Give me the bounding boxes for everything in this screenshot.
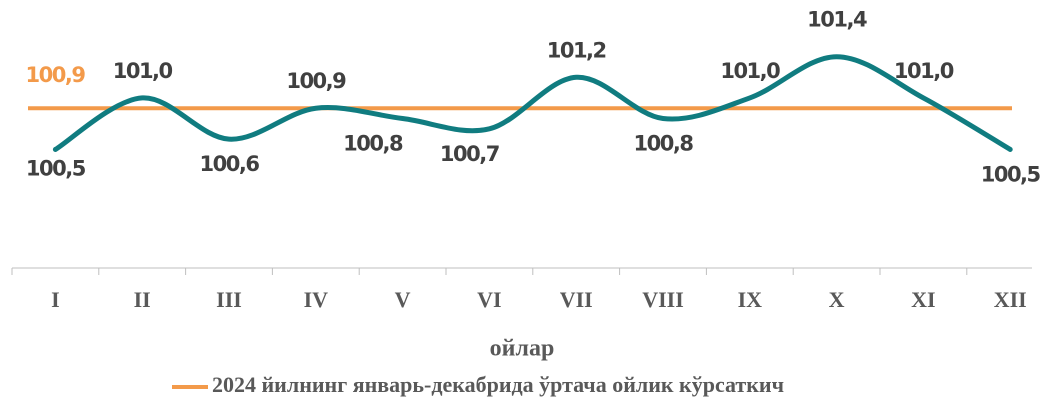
data-label: 100,8: [343, 132, 403, 156]
data-label: 100,5: [981, 162, 1041, 186]
x-tick-label: II: [134, 287, 151, 312]
x-tick-label: III: [216, 287, 242, 312]
data-label: 100,9: [286, 69, 346, 93]
data-label: 101,2: [547, 38, 606, 62]
x-axis-title: ойлар: [490, 336, 555, 362]
x-tick-label: VII: [560, 287, 593, 312]
data-label: 101,0: [113, 59, 173, 83]
x-tick-label: VI: [477, 287, 501, 312]
x-tick-label: IX: [738, 287, 763, 312]
data-label: 101,0: [894, 59, 954, 83]
x-tick-label: I: [51, 287, 60, 312]
legend-label: 2024 йилнинг январь-декабрида ўртача ойл…: [212, 372, 784, 397]
data-label: 100,5: [26, 156, 86, 180]
data-label: 101,0: [720, 59, 780, 83]
reference-label: 100,9: [26, 63, 86, 87]
data-label: 100,8: [634, 132, 694, 156]
data-label: 100,6: [200, 152, 260, 176]
x-tick-label: XI: [911, 287, 935, 312]
x-tick-label: XII: [994, 287, 1027, 312]
x-tick-label: IV: [304, 287, 329, 312]
data-label: 100,7: [440, 142, 499, 166]
series-line: [52, 54, 1013, 152]
x-tick-label: V: [395, 287, 411, 312]
x-tick-label: X: [829, 287, 845, 312]
x-tick-label: VIII: [642, 287, 684, 312]
data-label: 101,4: [807, 8, 867, 32]
